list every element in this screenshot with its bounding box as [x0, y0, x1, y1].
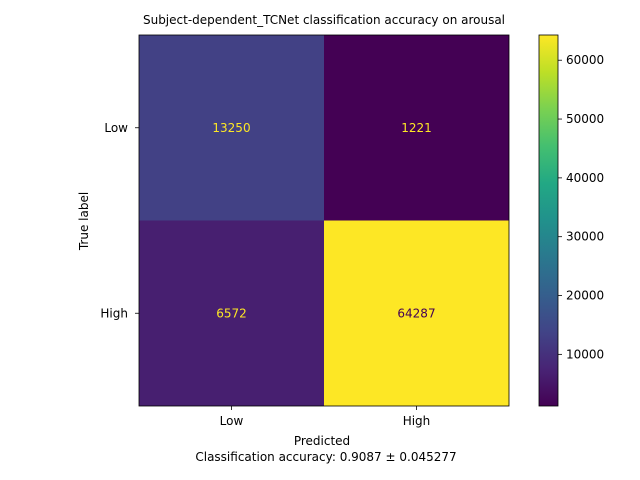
colorbar-tick-label: 50000: [566, 112, 604, 126]
plot-frame: [138, 34, 510, 407]
x-tick-label: Low: [220, 414, 244, 428]
matrix-cells: [139, 35, 509, 406]
y-axis-label: True label: [77, 192, 91, 251]
colorbar-tick-label: 30000: [566, 230, 604, 244]
colorbar-tick-label: 20000: [566, 289, 604, 303]
colorbar-tick-label: 60000: [566, 53, 604, 67]
y-axis-ticks: Low High: [100, 121, 139, 320]
cell-value-label: 13250: [212, 121, 250, 135]
cell-value-label: 1221: [401, 121, 432, 135]
matrix-cell: [324, 35, 509, 221]
matrix-cell-labels: 13250 1221 6572 64287: [212, 121, 435, 321]
matrix-cell: [139, 220, 324, 406]
cell-value-label: 6572: [216, 306, 247, 320]
x-axis-ticks: Low High: [220, 406, 431, 428]
colorbar: [538, 34, 559, 407]
colorbar-tick-label: 40000: [566, 171, 604, 185]
classification-accuracy-footer: Classification accuracy: 0.9087 ± 0.0452…: [195, 450, 456, 464]
x-tick-label: High: [403, 414, 431, 428]
colorbar-ticks: 10000 20000 30000 40000 50000 60000: [558, 53, 604, 361]
cell-value-label: 64287: [397, 306, 435, 320]
matrix-cell: [324, 220, 509, 406]
x-axis-label: Predicted: [294, 434, 350, 448]
y-tick-label: High: [100, 306, 128, 320]
y-tick-label: Low: [104, 121, 128, 135]
chart-title: Subject-dependent_TCNet classification a…: [143, 13, 505, 27]
colorbar-tick-label: 10000: [566, 347, 604, 361]
matrix-cell: [139, 35, 324, 221]
